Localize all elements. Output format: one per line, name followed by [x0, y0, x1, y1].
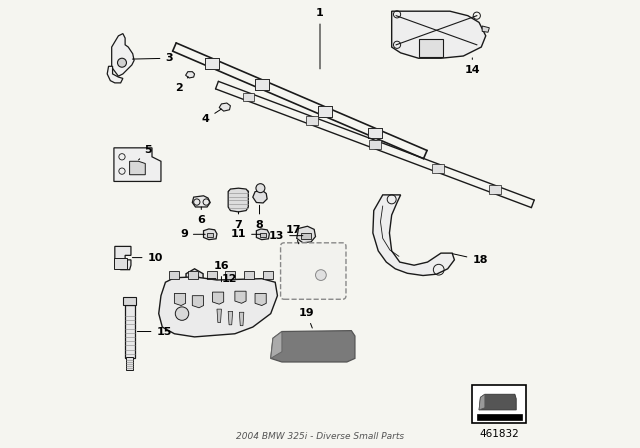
Text: 5: 5 [139, 145, 152, 160]
Text: 12: 12 [207, 274, 237, 284]
Bar [188, 271, 198, 279]
Text: 15: 15 [138, 327, 172, 336]
Bar [255, 79, 269, 90]
Text: 13: 13 [269, 231, 303, 241]
Polygon shape [479, 394, 485, 410]
Text: 10: 10 [132, 253, 163, 263]
Bar [489, 185, 500, 194]
Polygon shape [271, 332, 282, 358]
Polygon shape [235, 291, 246, 303]
Bar [205, 58, 219, 69]
FancyBboxPatch shape [280, 243, 346, 299]
Bar [419, 39, 444, 57]
Text: 9: 9 [180, 229, 205, 239]
Polygon shape [482, 26, 490, 32]
Bar [125, 305, 134, 358]
Circle shape [256, 184, 265, 193]
Text: 14: 14 [465, 58, 480, 75]
Polygon shape [297, 226, 316, 243]
Text: 11: 11 [230, 229, 260, 239]
Polygon shape [373, 195, 454, 276]
Text: 8: 8 [255, 205, 264, 229]
Polygon shape [271, 331, 355, 362]
Bar [126, 357, 133, 370]
Polygon shape [192, 296, 204, 308]
Polygon shape [220, 103, 230, 111]
Bar [244, 271, 254, 279]
Polygon shape [212, 292, 224, 304]
Polygon shape [186, 72, 195, 78]
Polygon shape [257, 229, 269, 240]
Bar [369, 140, 381, 149]
Polygon shape [130, 161, 145, 175]
Text: 17: 17 [285, 225, 301, 244]
Bar [306, 116, 317, 125]
Polygon shape [253, 190, 267, 203]
Text: 2004 BMW 325i - Diverse Small Parts: 2004 BMW 325i - Diverse Small Parts [236, 432, 404, 441]
Text: 6: 6 [197, 207, 205, 225]
Circle shape [190, 274, 199, 283]
Polygon shape [174, 293, 186, 306]
Polygon shape [108, 66, 123, 83]
Text: 2: 2 [175, 77, 188, 93]
Polygon shape [114, 148, 161, 181]
Bar [318, 106, 332, 117]
Bar [207, 233, 213, 237]
Text: 18: 18 [452, 254, 488, 265]
Ellipse shape [228, 189, 248, 194]
Text: 3: 3 [132, 53, 173, 63]
Bar [477, 414, 522, 420]
Polygon shape [186, 269, 203, 289]
Bar [432, 164, 444, 172]
Bar [301, 233, 311, 239]
Polygon shape [159, 277, 278, 337]
Text: 1: 1 [316, 9, 324, 69]
Polygon shape [112, 34, 134, 76]
Bar [169, 271, 179, 279]
Polygon shape [228, 188, 248, 212]
Polygon shape [239, 312, 244, 326]
Text: 461832: 461832 [479, 429, 519, 439]
Bar [369, 128, 382, 138]
Text: 4: 4 [202, 109, 221, 124]
Bar [318, 106, 332, 117]
Circle shape [175, 307, 189, 320]
Polygon shape [255, 293, 266, 306]
Text: 19: 19 [299, 308, 314, 328]
Bar [369, 128, 382, 138]
Polygon shape [228, 311, 233, 325]
Bar [255, 79, 269, 90]
Bar [260, 233, 266, 237]
Bar [123, 297, 136, 305]
Text: 7: 7 [235, 212, 243, 229]
Polygon shape [204, 229, 217, 240]
Polygon shape [115, 246, 131, 270]
Text: 16: 16 [214, 261, 229, 282]
Circle shape [118, 58, 127, 67]
Circle shape [316, 270, 326, 280]
Bar [263, 271, 273, 279]
Bar [114, 258, 127, 269]
Polygon shape [479, 394, 516, 410]
Bar [225, 271, 236, 279]
Bar [243, 92, 254, 102]
Bar [207, 271, 216, 279]
Polygon shape [392, 11, 486, 58]
Polygon shape [192, 196, 210, 207]
Polygon shape [217, 309, 221, 323]
Bar [472, 385, 526, 423]
Bar [205, 58, 219, 69]
